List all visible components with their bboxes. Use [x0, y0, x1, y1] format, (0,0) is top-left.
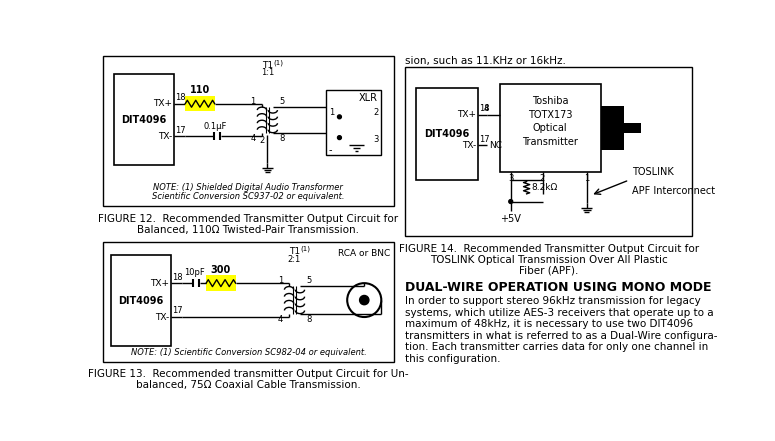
Text: maximum of 48kHz, it is necessary to use two DIT4096: maximum of 48kHz, it is necessary to use…	[405, 319, 694, 329]
Text: 8: 8	[279, 134, 284, 143]
Text: 18: 18	[479, 104, 490, 113]
Text: 4: 4	[277, 315, 283, 324]
Circle shape	[338, 136, 342, 139]
Text: 1: 1	[329, 108, 334, 117]
Text: 1: 1	[277, 277, 283, 285]
Text: -: -	[329, 145, 332, 155]
Text: FIGURE 13.  Recommended transmitter Output Circuit for Un-: FIGURE 13. Recommended transmitter Outpu…	[88, 370, 408, 379]
Text: 2: 2	[540, 174, 545, 183]
Text: 2: 2	[260, 136, 265, 145]
Bar	[111, 255, 171, 346]
Bar	[103, 243, 394, 362]
Bar	[206, 276, 236, 291]
Text: NOTE: (1) Scientific Conversion SC982-04 or equivalent.: NOTE: (1) Scientific Conversion SC982-04…	[130, 348, 367, 357]
Bar	[103, 56, 394, 206]
Circle shape	[509, 200, 513, 203]
Text: Fiber (APF).: Fiber (APF).	[519, 265, 578, 276]
Text: 1:1: 1:1	[260, 68, 274, 77]
Text: NOTE: (1) Shielded Digital Audio Transformer: NOTE: (1) Shielded Digital Audio Transfo…	[153, 183, 343, 192]
Text: systems, which utilize AES-3 receivers that operate up to a: systems, which utilize AES-3 receivers t…	[405, 308, 714, 318]
Text: Optical: Optical	[533, 123, 567, 133]
Text: transmitters in what is referred to as a Dual-Wire configura-: transmitters in what is referred to as a…	[405, 331, 718, 341]
Text: TOSLINK: TOSLINK	[632, 167, 674, 177]
Text: (1): (1)	[301, 246, 311, 252]
Text: APF Interconnect: APF Interconnect	[632, 186, 715, 196]
Text: TX-: TX-	[158, 131, 172, 141]
Bar	[114, 75, 174, 165]
Text: 18: 18	[175, 93, 186, 102]
Text: 300: 300	[211, 265, 231, 275]
Text: 10pF: 10pF	[184, 268, 205, 277]
Text: 5: 5	[306, 277, 312, 285]
Text: 2:1: 2:1	[288, 254, 301, 264]
Text: TX+: TX+	[150, 279, 169, 288]
Text: 2: 2	[373, 108, 378, 117]
Text: tion. Each transmitter carries data for only one channel in: tion. Each transmitter carries data for …	[405, 343, 708, 352]
Text: TX-: TX-	[155, 313, 169, 321]
Text: 4: 4	[250, 134, 256, 143]
Text: TX-: TX-	[462, 141, 476, 150]
Text: 0.1μF: 0.1μF	[204, 122, 227, 131]
Text: balanced, 75Ω Coaxial Cable Transmission.: balanced, 75Ω Coaxial Cable Transmission…	[136, 380, 361, 390]
Text: TOTX173: TOTX173	[528, 109, 573, 120]
Text: sion, such as 11.KHz or 16kHz.: sion, such as 11.KHz or 16kHz.	[405, 56, 567, 66]
Text: +5V: +5V	[501, 214, 521, 224]
Text: XLR: XLR	[358, 93, 377, 103]
Text: 5: 5	[279, 97, 284, 106]
Text: 110: 110	[190, 85, 210, 95]
Bar	[326, 90, 381, 155]
Text: 18: 18	[172, 273, 183, 282]
Text: Scientific Conversion SC937-02 or equivalent.: Scientific Conversion SC937-02 or equiva…	[152, 192, 345, 201]
Bar	[185, 96, 215, 112]
Text: In order to support stereo 96kHz transmission for legacy: In order to support stereo 96kHz transmi…	[405, 296, 701, 306]
Text: 1: 1	[584, 174, 589, 183]
Text: 4: 4	[484, 104, 489, 113]
Circle shape	[360, 295, 369, 305]
Text: this configuration.: this configuration.	[405, 354, 501, 364]
Text: 17: 17	[172, 306, 183, 315]
Bar	[601, 106, 624, 149]
Text: DUAL-WIRE OPERATION USING MONO MODE: DUAL-WIRE OPERATION USING MONO MODE	[405, 281, 711, 294]
Text: FIGURE 12.  Recommended Transmitter Output Circuit for: FIGURE 12. Recommended Transmitter Outpu…	[98, 214, 398, 224]
Text: DIT4096: DIT4096	[425, 129, 470, 139]
Text: NC: NC	[489, 141, 502, 150]
Text: FIGURE 14.  Recommended Transmitter Output Circuit for: FIGURE 14. Recommended Transmitter Outpu…	[398, 244, 699, 254]
Text: TX+: TX+	[456, 110, 476, 119]
Text: 3: 3	[373, 135, 378, 145]
Bar	[500, 84, 601, 172]
Text: 8.2kΩ: 8.2kΩ	[532, 183, 557, 192]
Text: DIT4096: DIT4096	[122, 115, 167, 125]
Text: 1: 1	[250, 97, 256, 106]
Text: TOSLINK Optical Transmission Over All Plastic: TOSLINK Optical Transmission Over All Pl…	[430, 254, 667, 265]
Circle shape	[338, 115, 342, 119]
Text: Balanced, 110Ω Twisted-Pair Transmission.: Balanced, 110Ω Twisted-Pair Transmission…	[137, 224, 360, 235]
Bar	[416, 88, 478, 180]
Text: T1: T1	[289, 247, 300, 256]
Text: RCA or BNC: RCA or BNC	[338, 248, 391, 258]
Text: DIT4096: DIT4096	[119, 296, 164, 306]
Text: 3: 3	[508, 174, 513, 183]
Bar	[405, 67, 692, 236]
Text: T1: T1	[262, 60, 273, 70]
Bar	[624, 123, 641, 133]
Text: 17: 17	[479, 135, 490, 144]
Text: Toshiba: Toshiba	[532, 96, 569, 106]
Text: 17: 17	[175, 126, 186, 135]
Text: 8: 8	[306, 315, 312, 324]
Text: Transmitter: Transmitter	[522, 137, 578, 147]
Text: (1): (1)	[274, 59, 284, 66]
Text: TX+: TX+	[153, 99, 172, 108]
